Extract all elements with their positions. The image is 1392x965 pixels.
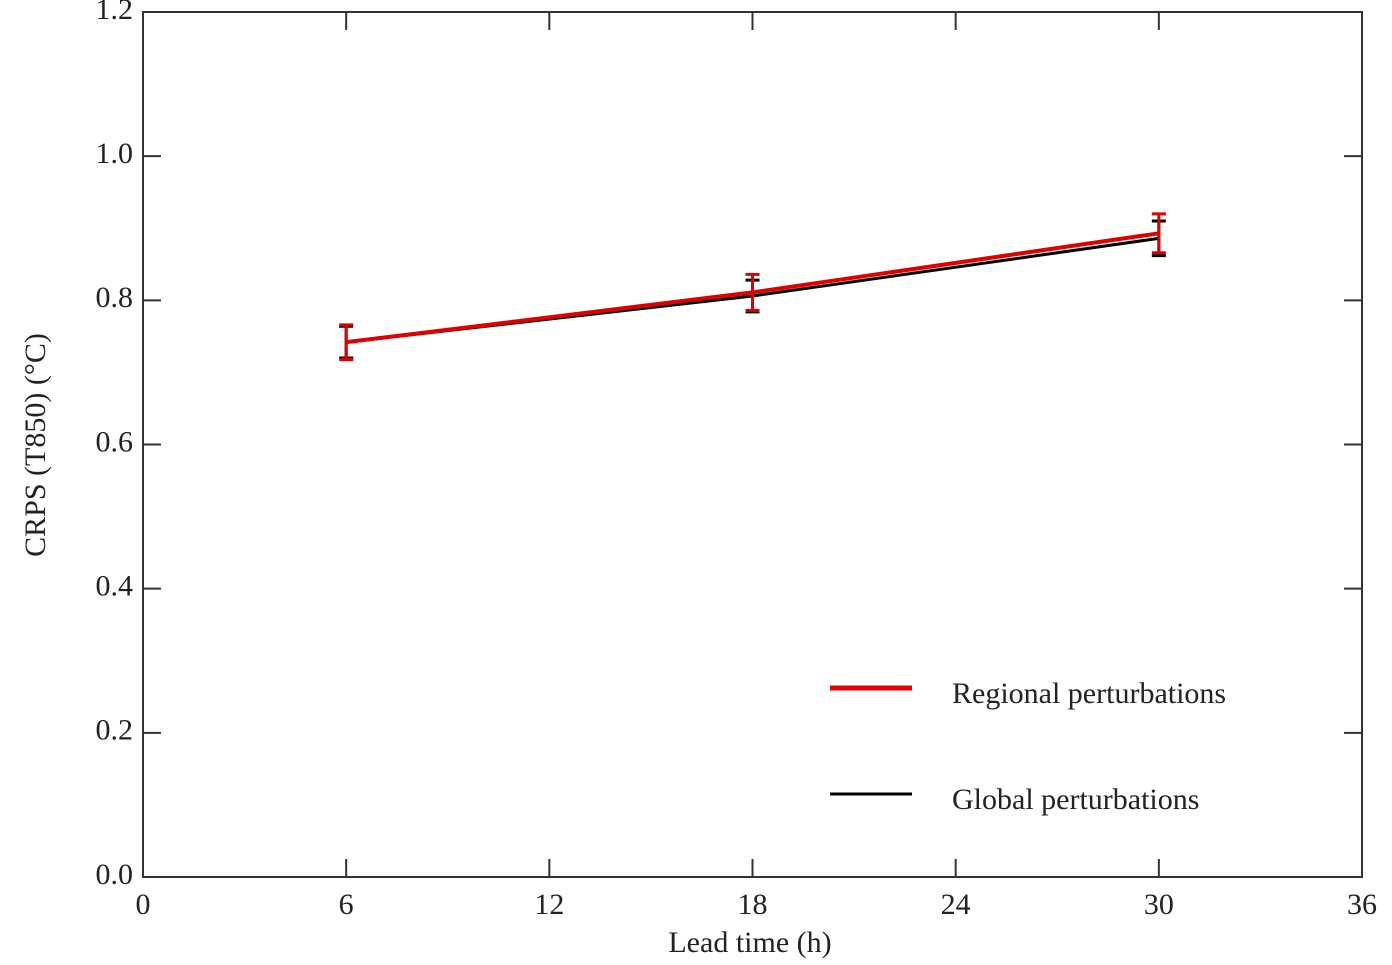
y-tick-label: 0.0 (96, 858, 134, 891)
x-tick-label: 30 (1144, 888, 1174, 921)
y-tick-label: 0.4 (96, 570, 134, 603)
plot-frame (142, 11, 1363, 878)
x-tick-label: 36 (1347, 888, 1377, 921)
legend-label: Global perturbations (952, 783, 1199, 816)
x-tick-label: 6 (339, 888, 354, 921)
x-tick-label: 18 (738, 888, 768, 921)
y-tick-label: 0.2 (96, 714, 134, 747)
x-tick-label: 12 (534, 888, 564, 921)
x-tick-label: 0 (136, 888, 151, 921)
y-tick-label: 0.8 (96, 281, 134, 314)
error-bar (1151, 212, 1166, 255)
legend-label: Regional perturbations (952, 677, 1226, 710)
y-tick-label: 1.0 (96, 137, 134, 170)
error-bar (339, 323, 354, 361)
y-tick-label: 0.6 (96, 425, 134, 458)
x-axis-label: Lead time (h) (668, 926, 831, 959)
x-tick-label: 24 (941, 888, 971, 921)
y-tick-label: 1.2 (96, 0, 134, 26)
error-bar (745, 272, 760, 312)
y-axis-label: CRPS (T850) (°C) (19, 333, 52, 557)
